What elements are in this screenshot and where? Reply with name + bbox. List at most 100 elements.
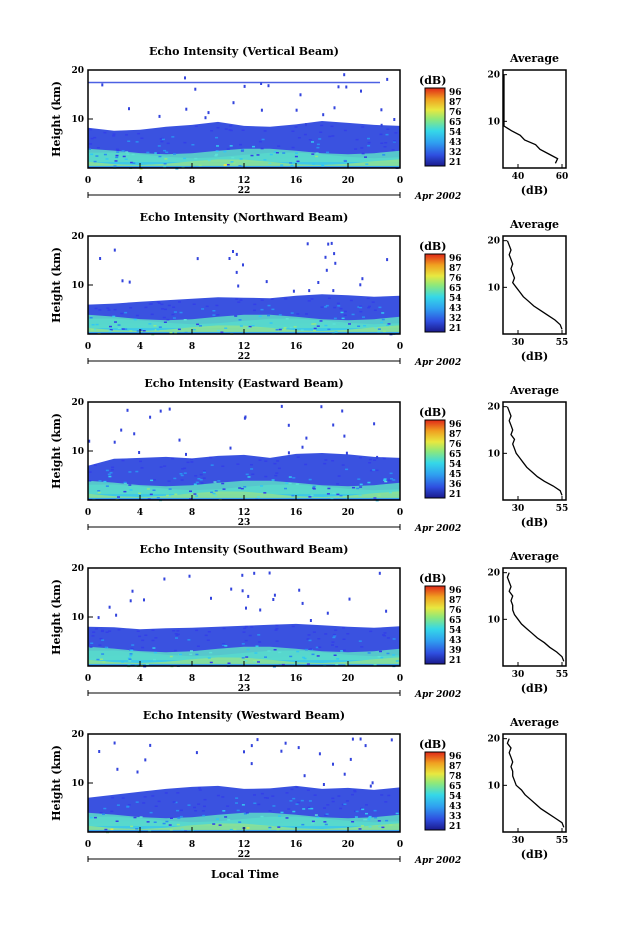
echo-speckle <box>377 656 381 658</box>
echo-speckle <box>100 658 103 660</box>
echo-speckle <box>195 495 199 497</box>
panel-4: Echo Intensity (Southward Beam) 20 10 Heigh… <box>50 543 568 700</box>
echo-noise <box>332 423 335 427</box>
colorbar-tick-label: 39 <box>449 646 462 656</box>
echo-speckle <box>355 810 359 813</box>
echo-speckle <box>275 624 279 627</box>
echo-speckle <box>390 478 393 480</box>
echo-speckle <box>238 487 242 489</box>
echo-speckle <box>179 311 183 314</box>
colorbar-tick-label: 87 <box>449 430 462 440</box>
echo-speckle <box>198 787 201 789</box>
echo-speckle <box>373 809 377 812</box>
y-axis-label: Height (km) <box>50 413 63 489</box>
echo-speckle <box>174 493 178 495</box>
echo-speckle <box>278 815 282 817</box>
echo-speckle <box>227 662 231 664</box>
echo-speckle <box>334 331 338 333</box>
echo-speckle <box>216 818 219 820</box>
echo-speckle <box>289 162 293 164</box>
echo-noise <box>133 432 136 436</box>
echo-speckle <box>111 797 115 799</box>
echo-speckle <box>252 660 256 663</box>
echo-speckle <box>197 478 201 480</box>
echo-speckle <box>234 315 238 317</box>
echo-speckle <box>222 810 226 812</box>
echo-speckle <box>387 794 391 797</box>
avg-x-tick-label: 40 <box>512 172 525 182</box>
echo-speckle <box>290 312 294 314</box>
echo-speckle <box>356 487 360 490</box>
avg-x-tick-label: 30 <box>512 836 525 846</box>
echo-noise <box>113 248 116 252</box>
echo-speckle <box>125 134 128 136</box>
echo-noise <box>149 415 152 419</box>
echo-speckle <box>364 156 367 158</box>
echo-speckle <box>387 323 391 325</box>
echo-noise <box>136 770 139 774</box>
echo-speckle <box>191 144 195 146</box>
echo-speckle <box>165 820 169 823</box>
month-label: Apr 2002 <box>414 524 461 534</box>
average-frame <box>502 235 567 335</box>
echo-speckle <box>97 490 101 492</box>
echo-noise <box>330 241 333 245</box>
echo-speckle <box>203 470 206 472</box>
echo-speckle <box>394 132 398 134</box>
echo-speckle <box>209 651 213 654</box>
echo-speckle <box>92 328 96 331</box>
echo-speckle <box>289 800 293 802</box>
echo-speckle <box>156 497 160 499</box>
colorbar-tick-label: 65 <box>449 782 462 792</box>
echo-noise <box>361 277 364 281</box>
x-tick-label: 0 <box>85 508 91 518</box>
colorbar-tick-label: 76 <box>449 274 462 284</box>
echo-speckle <box>110 469 114 471</box>
echo-speckle <box>387 479 391 482</box>
echo-noise <box>131 589 134 593</box>
echo-speckle <box>127 140 131 142</box>
echo-noise <box>308 289 311 293</box>
colorbar <box>424 585 446 665</box>
echo-speckle <box>167 304 171 307</box>
echo-speckle <box>351 793 354 796</box>
echo-noise <box>292 289 295 293</box>
echo-speckle <box>222 643 226 645</box>
echo-speckle <box>186 461 190 464</box>
echo-speckle <box>210 491 214 494</box>
y-tick-label: 10 <box>71 613 84 623</box>
panel-title: Echo Intensity (Southward Beam) <box>140 543 349 556</box>
echo-speckle <box>216 127 220 129</box>
echo-speckle <box>138 492 142 495</box>
echo-speckle <box>159 466 163 468</box>
echo-noise <box>287 423 290 427</box>
echo-speckle <box>109 325 112 328</box>
echo-speckle <box>273 462 277 465</box>
echo-speckle <box>367 481 371 484</box>
echo-speckle <box>361 126 365 128</box>
echo-speckle <box>294 126 298 128</box>
echo-speckle <box>152 479 156 481</box>
echo-speckle <box>336 658 340 660</box>
echo-speckle <box>333 635 337 637</box>
echo-speckle <box>116 149 120 151</box>
colorbar-tick-label: 54 <box>449 294 462 304</box>
echo-speckle <box>164 158 168 160</box>
echo-speckle <box>98 480 102 482</box>
x-tick-label: 8 <box>189 508 195 518</box>
echo-speckle <box>367 145 371 147</box>
echo-speckle <box>357 478 361 480</box>
echo-speckle <box>138 635 142 638</box>
echo-noise <box>256 738 259 742</box>
echo-speckle <box>291 494 295 497</box>
echo-speckle <box>90 642 94 644</box>
echo-noise <box>376 455 379 459</box>
echo-noise <box>306 242 309 246</box>
echo-speckle <box>115 820 119 822</box>
echo-speckle <box>269 322 273 324</box>
echo-speckle <box>100 630 104 633</box>
echo-speckle <box>142 802 146 804</box>
echo-noise <box>280 404 283 408</box>
echo-speckle <box>246 827 250 829</box>
month-label: Apr 2002 <box>414 690 461 700</box>
